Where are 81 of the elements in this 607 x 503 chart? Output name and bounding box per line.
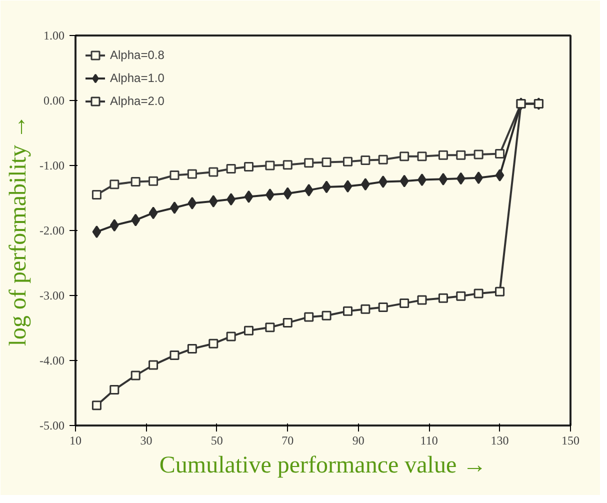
point — [495, 286, 505, 296]
point — [148, 360, 158, 370]
point — [208, 167, 218, 177]
x-tick-label: 70 — [282, 434, 294, 448]
point — [208, 195, 218, 208]
point — [226, 332, 236, 342]
point — [417, 152, 427, 162]
y-axis-title: log of performability → — [6, 114, 32, 346]
point — [400, 152, 410, 162]
point — [400, 174, 409, 188]
point — [304, 158, 314, 168]
point — [474, 150, 484, 160]
point — [438, 293, 448, 303]
point — [495, 149, 505, 159]
point — [131, 214, 140, 226]
point — [110, 219, 119, 232]
point — [495, 169, 504, 182]
legend-label: Alpha=1.0 — [110, 71, 164, 85]
point — [170, 350, 180, 360]
point — [282, 160, 292, 170]
point — [92, 400, 102, 410]
point — [474, 288, 484, 298]
point — [304, 312, 314, 322]
x-tick-label: 150 — [562, 434, 580, 448]
y-tick-label: -3.00 — [40, 288, 65, 302]
point — [244, 326, 254, 336]
x-tick-label: 10 — [70, 434, 82, 448]
point — [265, 322, 275, 332]
legend-label: Alpha=0.8 — [110, 48, 164, 62]
point — [148, 206, 158, 220]
point — [378, 302, 388, 312]
point — [417, 295, 427, 305]
point — [92, 226, 102, 238]
point — [265, 160, 275, 170]
legend-label: Alpha=2.0 — [110, 94, 164, 108]
x-tick-label: 110 — [420, 434, 438, 448]
point — [304, 184, 314, 196]
point — [110, 180, 120, 190]
point — [187, 169, 197, 179]
point — [360, 304, 370, 314]
y-tick-label: -5.00 — [40, 418, 65, 432]
point — [170, 202, 179, 214]
point — [244, 162, 254, 172]
point — [438, 150, 448, 160]
point — [187, 344, 197, 354]
point — [244, 190, 254, 203]
x-axis-title: Cumulative performance value → — [159, 452, 487, 478]
point — [456, 172, 466, 185]
x-tick-label: 50 — [210, 434, 223, 448]
point — [343, 306, 352, 316]
y-tick-label: -4.00 — [40, 354, 65, 368]
x-tick-label: 130 — [490, 434, 509, 448]
point — [322, 310, 332, 320]
point — [226, 164, 236, 174]
point — [456, 150, 466, 160]
point — [282, 318, 292, 328]
point — [110, 385, 120, 394]
point — [170, 170, 180, 180]
point — [130, 370, 140, 380]
point — [400, 298, 410, 308]
point — [130, 177, 140, 186]
point — [266, 188, 274, 201]
point — [283, 187, 292, 200]
point — [360, 156, 370, 166]
y-tick-label: -2.00 — [40, 224, 65, 238]
point — [378, 154, 388, 164]
point — [148, 176, 158, 186]
point — [438, 172, 448, 186]
y-tick-label: -1.00 — [40, 158, 65, 172]
x-tick-label: 30 — [140, 434, 152, 448]
point — [456, 291, 466, 301]
point — [343, 180, 352, 193]
x-tick-label: 90 — [352, 434, 364, 448]
point — [343, 156, 352, 166]
point — [188, 196, 197, 210]
point — [208, 338, 218, 348]
point — [322, 158, 332, 167]
y-tick-label: 0.00 — [44, 94, 64, 108]
point — [378, 176, 388, 188]
y-tick-label: 1.00 — [44, 28, 64, 42]
point — [92, 190, 102, 200]
